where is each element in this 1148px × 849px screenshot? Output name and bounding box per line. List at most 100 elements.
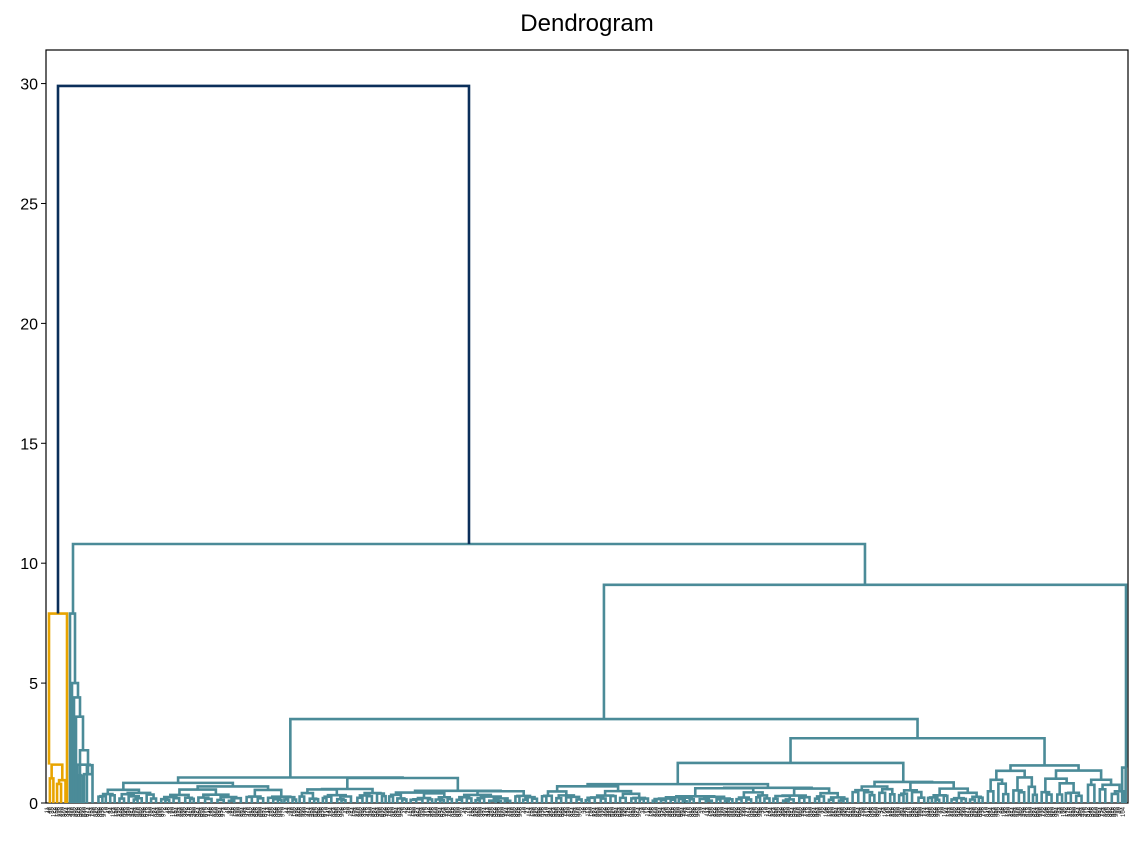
leaf-label: 338 bbox=[421, 806, 427, 817]
leaf-label: 39 bbox=[582, 806, 588, 813]
dendrogram-link bbox=[632, 796, 647, 800]
dendrogram-link bbox=[365, 794, 374, 803]
leaf-label: 597 bbox=[437, 806, 443, 817]
leaf-label: 735 bbox=[1039, 806, 1045, 817]
dendrogram-link bbox=[860, 785, 889, 791]
dendrogram-link bbox=[270, 795, 292, 798]
dendrogram-link bbox=[72, 696, 82, 803]
leaf-label: 592 bbox=[734, 806, 740, 817]
leaf-label: 890 bbox=[632, 806, 638, 817]
leaf-label: 957 bbox=[1053, 806, 1059, 817]
leaf-label: 7 bbox=[283, 806, 289, 810]
dendrogram-link bbox=[47, 612, 69, 803]
leaf-label: 482 bbox=[668, 806, 674, 817]
dendrogram-link bbox=[1040, 790, 1051, 803]
leaf-label: 932 bbox=[338, 806, 344, 817]
leaf-label: 969 bbox=[340, 806, 346, 817]
leaf-label: 217 bbox=[1009, 806, 1015, 817]
leaf-label: 407 bbox=[723, 806, 729, 817]
dendrogram-link bbox=[230, 796, 243, 803]
leaf-label: 699 bbox=[978, 806, 984, 817]
dendrogram-link bbox=[952, 796, 965, 800]
leaf-label: 444 bbox=[725, 806, 731, 817]
dendrogram-link bbox=[172, 796, 181, 803]
leaf-label: 227 bbox=[415, 806, 421, 817]
dendrogram-link bbox=[524, 795, 536, 800]
leaf-label: 144 bbox=[945, 806, 951, 817]
leaf-label: 263 bbox=[476, 806, 482, 817]
leaf-label: 554 bbox=[791, 806, 797, 817]
leaf-label: 331 bbox=[837, 806, 843, 817]
leaf-label: 291 bbox=[1013, 806, 1019, 817]
leaf-label: 741 bbox=[683, 806, 689, 817]
leaf-label: 36 bbox=[760, 806, 766, 813]
leaf-label: 664 bbox=[857, 806, 863, 817]
leaf-label: 116 bbox=[408, 806, 414, 816]
dendrogram-link bbox=[1086, 783, 1096, 803]
leaf-label: 813 bbox=[806, 806, 812, 817]
dendrogram-link bbox=[126, 791, 152, 795]
leaf-label: 550 bbox=[1028, 806, 1034, 817]
leaf-label: 962 bbox=[756, 806, 762, 817]
leaf-label: 781 bbox=[507, 806, 513, 817]
plot-area-frame bbox=[45, 49, 1129, 804]
leaf-label: 737 bbox=[921, 806, 927, 817]
leaf-label: 329 bbox=[956, 806, 962, 817]
leaf-label: 635 bbox=[379, 806, 385, 817]
dendrogram-link bbox=[203, 797, 213, 803]
dendrogram-link bbox=[957, 791, 978, 799]
dendrogram-link bbox=[197, 796, 210, 803]
leaf-label: 342 bbox=[184, 806, 190, 817]
leaf-label: 774 bbox=[923, 806, 929, 817]
leaf-label: 994 bbox=[1055, 806, 1061, 817]
root-link bbox=[56, 84, 471, 614]
leaf-label: 490 bbox=[192, 806, 198, 817]
leaf-label: 562 bbox=[316, 806, 322, 817]
leaf-label: 332 bbox=[778, 806, 784, 817]
leaf-label: 74 bbox=[703, 806, 709, 813]
dendrogram-link bbox=[1031, 793, 1039, 803]
leaf-label: 264 bbox=[417, 806, 423, 817]
leaf-label: 180 bbox=[1006, 806, 1012, 817]
leaf-label: 487 bbox=[371, 806, 377, 817]
leaf-label: 68 bbox=[1059, 806, 1065, 813]
leaf-label: 995 bbox=[995, 806, 1001, 817]
leaf-label: 402 bbox=[1020, 806, 1026, 817]
leaf-label: 2 bbox=[580, 806, 586, 810]
leaf-label: 786 bbox=[210, 806, 216, 817]
leaf-label: 335 bbox=[599, 806, 605, 817]
leaf-label: 772 bbox=[1042, 806, 1048, 817]
leaf-label: 379 bbox=[186, 806, 192, 817]
dendrogram-link bbox=[968, 798, 977, 803]
dendrogram-link bbox=[829, 796, 846, 800]
dendrogram-link bbox=[602, 583, 1128, 768]
leaf-label: 477 bbox=[965, 806, 971, 817]
leaf-label: 118 bbox=[289, 806, 295, 816]
leaf-label: 697 bbox=[1097, 806, 1103, 817]
leaf-label: 775 bbox=[863, 806, 869, 817]
leaf-label: 159 bbox=[54, 806, 60, 817]
leaf-label: 4 bbox=[461, 806, 467, 810]
leaf-label: 528 bbox=[135, 806, 141, 817]
leaf-label: 218 bbox=[949, 806, 955, 817]
dendrogram-link bbox=[763, 797, 771, 803]
leaf-label: 810 bbox=[984, 806, 990, 817]
leaf-label: 631 bbox=[617, 806, 623, 817]
leaf-label: 412 bbox=[426, 806, 432, 817]
leaf-label: 479 bbox=[846, 806, 852, 817]
leaf-label: 783 bbox=[388, 806, 394, 817]
leaf-label: 896 bbox=[276, 806, 282, 817]
leaf-label: 898 bbox=[157, 806, 163, 817]
leaf-label: 739 bbox=[802, 806, 808, 817]
leaf-label: 368 bbox=[839, 806, 845, 817]
leaf-label: 851 bbox=[749, 806, 755, 817]
leaf-label: 343 bbox=[124, 806, 130, 817]
dendrogram-link bbox=[854, 788, 870, 793]
leaf-label: 933 bbox=[278, 806, 284, 817]
leaf-label: 231 bbox=[177, 806, 183, 817]
dendrogram-link bbox=[756, 794, 769, 799]
leaf-label: 411 bbox=[485, 806, 491, 816]
leaf-label: 381 bbox=[67, 806, 73, 817]
leaf-label: 809 bbox=[1044, 806, 1050, 817]
leaf-label: 782 bbox=[448, 806, 454, 817]
